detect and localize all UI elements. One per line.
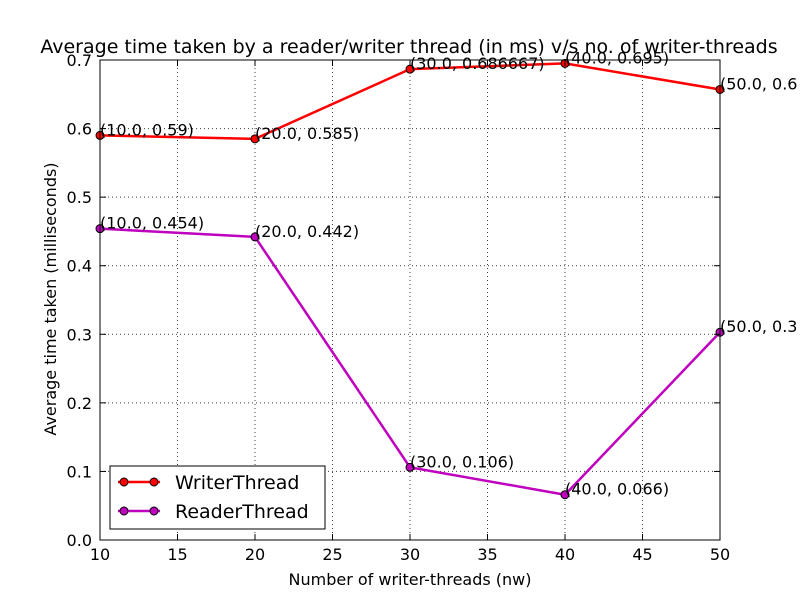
y-tick-label: 0.5 <box>67 188 92 207</box>
y-tick-label: 0.6 <box>67 120 92 139</box>
y-tick-label: 0.0 <box>67 531 92 550</box>
series-layer <box>95 58 725 500</box>
data-point-label: (20.0, 0.585) <box>255 124 359 143</box>
point-label-layer: (10.0, 0.59) (20.0, 0.585) (30.0, 0.686667… <box>100 48 797 498</box>
x-tick-label: 30 <box>400 545 420 564</box>
data-point-label: (10.0, 0.454) <box>100 214 204 233</box>
y-tick-label: 0.3 <box>67 325 92 344</box>
x-tick-label: 25 <box>322 545 342 564</box>
legend-label: ReaderThread <box>175 501 309 523</box>
legend-label: WriterThread <box>175 472 299 494</box>
legend-marker <box>149 477 159 487</box>
data-point-label: (30.0, 0.106) <box>410 452 514 471</box>
x-tick-label: 10 <box>90 545 110 564</box>
legend-marker <box>119 506 129 516</box>
legend-marker <box>119 477 129 487</box>
x-tick-label: 20 <box>245 545 265 564</box>
y-tick-label: 0.2 <box>67 394 92 413</box>
data-point-label: (40.0, 0.695) <box>565 48 669 67</box>
data-point <box>250 232 260 242</box>
y-tick-label: 0.7 <box>67 51 92 70</box>
data-point-label: (20.0, 0.442) <box>255 222 359 241</box>
legend-marker <box>149 506 159 516</box>
y-axis-label: Average time taken (milliseconds) <box>41 162 60 435</box>
x-tick-label: 40 <box>555 545 575 564</box>
data-point <box>405 462 415 472</box>
y-tick-label: 0.1 <box>67 462 92 481</box>
y-tick-label: 0.4 <box>67 257 92 276</box>
x-axis-label: Number of writer-threads (nw) <box>289 570 532 589</box>
data-point <box>250 134 260 144</box>
x-tick-label: 35 <box>477 545 497 564</box>
x-tick-label: 45 <box>632 545 652 564</box>
data-point-label: (10.0, 0.59) <box>100 120 194 139</box>
legend-box <box>109 465 326 530</box>
x-tick-label: 15 <box>167 545 187 564</box>
data-point <box>560 490 570 500</box>
tick-layer: 10 15 20 25 30 35 40 45 50 0.0 0.1 0.2 0.3 0.4 0.5 0.6 0… <box>67 51 731 564</box>
legend: WriterThread ReaderThread <box>109 465 326 530</box>
data-point-label: (40.0, 0.066) <box>565 480 669 499</box>
chart-title: Average time taken by a reader/writer th… <box>40 36 777 58</box>
data-point-label: (30.0, 0.686667) <box>410 54 545 73</box>
data-point-label: (50.0, 0.6 <box>720 74 797 93</box>
data-point-label: (50.0, 0.3 <box>720 317 797 336</box>
x-tick-label: 50 <box>710 545 730 564</box>
